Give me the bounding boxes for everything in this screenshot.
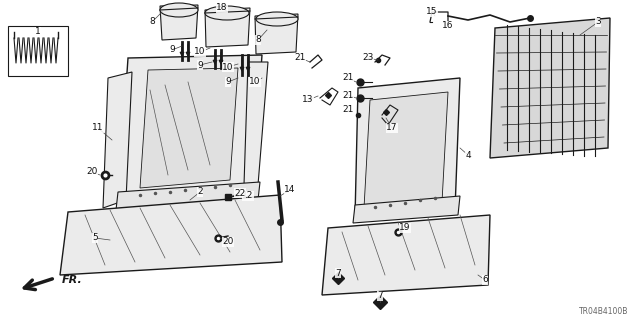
- Text: 7: 7: [335, 269, 341, 278]
- Polygon shape: [118, 55, 262, 205]
- Text: FR.: FR.: [62, 275, 83, 285]
- Polygon shape: [364, 92, 448, 208]
- Text: 1: 1: [35, 27, 41, 36]
- Text: 16: 16: [442, 21, 454, 31]
- Polygon shape: [244, 62, 268, 185]
- Ellipse shape: [205, 6, 249, 20]
- Text: 8: 8: [149, 18, 155, 26]
- Polygon shape: [255, 14, 298, 54]
- Polygon shape: [116, 182, 260, 210]
- Polygon shape: [160, 5, 198, 40]
- Text: 10: 10: [222, 63, 234, 71]
- Text: 3: 3: [595, 18, 601, 26]
- Polygon shape: [205, 8, 250, 47]
- Polygon shape: [490, 18, 610, 158]
- Text: 9: 9: [197, 61, 203, 70]
- Text: 12: 12: [243, 191, 253, 201]
- Text: 8: 8: [255, 35, 261, 44]
- Ellipse shape: [160, 3, 198, 17]
- Text: 21: 21: [342, 73, 354, 83]
- Polygon shape: [103, 72, 132, 208]
- Text: 21: 21: [294, 54, 306, 63]
- Text: 2: 2: [197, 188, 203, 197]
- Text: 18: 18: [216, 4, 228, 12]
- Text: 21: 21: [342, 106, 354, 115]
- Text: 17: 17: [387, 123, 397, 132]
- Text: 13: 13: [302, 95, 314, 105]
- Text: 6: 6: [482, 276, 488, 285]
- Polygon shape: [140, 68, 238, 188]
- Text: 4: 4: [465, 151, 471, 160]
- Polygon shape: [353, 196, 460, 223]
- Text: 19: 19: [399, 224, 411, 233]
- Text: 20: 20: [86, 167, 98, 176]
- Ellipse shape: [256, 12, 298, 26]
- Polygon shape: [8, 26, 68, 76]
- Text: 15: 15: [426, 8, 438, 17]
- Text: 10: 10: [249, 78, 260, 86]
- Text: 21: 21: [342, 91, 354, 100]
- Polygon shape: [322, 215, 490, 295]
- Polygon shape: [355, 78, 460, 218]
- Text: 7: 7: [377, 292, 383, 300]
- Text: 20: 20: [222, 238, 234, 247]
- Text: TR04B4100B: TR04B4100B: [579, 308, 628, 316]
- Text: 9: 9: [225, 78, 231, 86]
- Text: 5: 5: [92, 234, 98, 242]
- Text: 14: 14: [284, 186, 296, 195]
- Text: 10: 10: [195, 48, 205, 56]
- Text: 23: 23: [362, 54, 374, 63]
- Polygon shape: [60, 195, 282, 275]
- Text: 9: 9: [169, 46, 175, 55]
- Text: 22: 22: [234, 189, 246, 197]
- Text: 11: 11: [92, 123, 104, 132]
